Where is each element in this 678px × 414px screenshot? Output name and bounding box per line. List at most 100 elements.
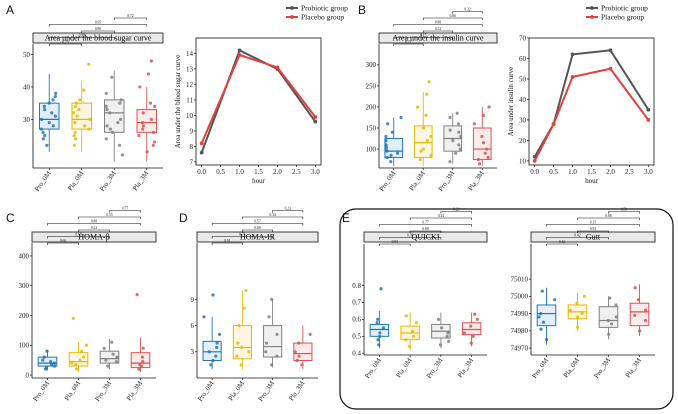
box-body bbox=[461, 322, 482, 336]
data-point bbox=[211, 293, 215, 297]
panel-header-bar bbox=[363, 231, 488, 243]
y-tick-label: 60 bbox=[519, 55, 527, 63]
y-tick-label: 200 bbox=[366, 103, 377, 111]
data-point bbox=[486, 155, 490, 160]
x-tick-label: 0.0 bbox=[530, 168, 539, 176]
significance-bracket bbox=[48, 24, 148, 27]
y-tick-label: 0.5 bbox=[352, 333, 361, 341]
series-point bbox=[199, 141, 204, 146]
data-point bbox=[138, 85, 142, 89]
chart-box-glucose: Area under the blood sugar curve 30 40 50 Pr… bbox=[23, 14, 164, 193]
box-body bbox=[99, 350, 120, 364]
y-tick-label: 20 bbox=[519, 137, 527, 145]
panel-header-bar bbox=[530, 231, 656, 243]
data-point bbox=[74, 363, 78, 367]
data-point bbox=[606, 318, 611, 323]
y-tick-label: 200 bbox=[19, 312, 30, 320]
legend-label: Placebo group bbox=[601, 13, 644, 22]
x-tick-label: Pla_0M bbox=[66, 169, 86, 192]
significance-p-value: 0.86 bbox=[450, 14, 456, 18]
significance-bracket bbox=[211, 242, 243, 245]
data-point bbox=[88, 117, 92, 121]
data-point bbox=[419, 149, 423, 153]
data-point bbox=[614, 303, 618, 307]
y-tick-label: 6 bbox=[191, 322, 195, 330]
significance-p-value: 0.55 bbox=[106, 213, 112, 217]
data-point bbox=[472, 122, 476, 126]
x-tick-label: Pla_0M bbox=[394, 356, 414, 379]
significance-p-value: 0.91 bbox=[224, 239, 230, 243]
y-tick-label: 12 bbox=[186, 81, 194, 89]
box-body bbox=[71, 102, 92, 130]
y-axis-label: Area under the blood sugar curve bbox=[174, 55, 182, 149]
data-point bbox=[217, 332, 222, 336]
significance-bracket bbox=[272, 210, 304, 213]
x-tick-label: Pla_3M bbox=[125, 379, 145, 402]
significance-bracket bbox=[211, 223, 304, 226]
significance-bracket bbox=[47, 242, 79, 245]
data-point bbox=[78, 358, 82, 362]
significance-p-value: 0.15 bbox=[420, 34, 426, 38]
significance-p-value: 0.69 bbox=[75, 233, 81, 237]
series-point bbox=[551, 122, 556, 126]
data-point bbox=[244, 289, 248, 293]
panel-header-title: QUICKI bbox=[412, 233, 440, 242]
data-point bbox=[269, 363, 274, 367]
data-point bbox=[119, 98, 123, 102]
significance-bracket bbox=[78, 229, 110, 232]
data-point bbox=[140, 120, 145, 125]
data-point bbox=[568, 308, 572, 312]
data-point bbox=[481, 141, 486, 145]
significance-p-value: 0.93 bbox=[590, 227, 596, 231]
data-point bbox=[378, 331, 382, 335]
data-point bbox=[457, 143, 461, 147]
data-point bbox=[469, 324, 473, 328]
data-point bbox=[73, 137, 78, 141]
data-point bbox=[141, 127, 145, 131]
data-point bbox=[82, 355, 86, 359]
data-point bbox=[576, 325, 580, 329]
data-point bbox=[247, 350, 251, 354]
data-point bbox=[141, 346, 145, 350]
box-body bbox=[130, 352, 151, 369]
significance-p-value: 0.42 bbox=[574, 234, 580, 238]
y-tick-label: 50 bbox=[519, 75, 527, 83]
data-point bbox=[385, 155, 389, 160]
box-body bbox=[384, 138, 404, 158]
series-point bbox=[275, 65, 280, 70]
data-point bbox=[485, 147, 489, 151]
chart-box-quicki: QUICKI 0.4 0.5 0.6 0.7 0.8 Pro_0M Pla_0M Pro_3M P… bbox=[352, 208, 488, 380]
data-point bbox=[116, 120, 120, 125]
significance-bracket bbox=[409, 230, 442, 233]
data-point bbox=[87, 127, 91, 131]
data-point bbox=[427, 80, 431, 84]
data-point bbox=[270, 297, 274, 301]
legend-marker bbox=[290, 15, 294, 19]
significance-p-value: 0.71 bbox=[405, 40, 411, 44]
data-point bbox=[39, 127, 43, 131]
significance-p-value: 0.75 bbox=[62, 40, 68, 44]
data-point bbox=[78, 98, 82, 102]
y-tick-label: 9 bbox=[190, 127, 194, 135]
data-point bbox=[448, 115, 452, 120]
data-point bbox=[202, 315, 206, 319]
y-tick-label: 250 bbox=[366, 82, 377, 90]
data-point bbox=[104, 137, 108, 141]
significance-bracket bbox=[211, 236, 273, 239]
data-point bbox=[375, 321, 379, 325]
data-point bbox=[54, 91, 58, 96]
data-point bbox=[151, 143, 155, 147]
x-tick-label: Pro_3M bbox=[257, 379, 277, 403]
significance-p-value: 0.93 bbox=[392, 240, 398, 244]
significance-bracket bbox=[546, 224, 640, 227]
data-point bbox=[104, 358, 108, 362]
data-point bbox=[541, 320, 546, 324]
data-point bbox=[239, 363, 243, 367]
y-tick-label: 75010 bbox=[511, 275, 529, 283]
data-point bbox=[149, 117, 153, 121]
legend-label: Probiotic group bbox=[301, 4, 348, 13]
box-body bbox=[413, 125, 433, 158]
data-point bbox=[458, 147, 462, 151]
box-body bbox=[104, 99, 125, 133]
